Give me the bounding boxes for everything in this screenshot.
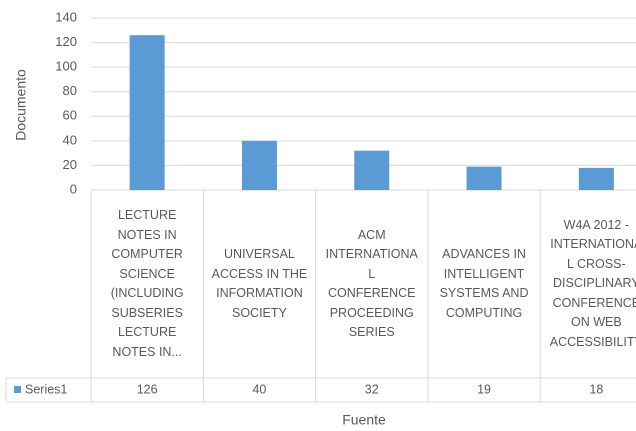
table-value: 126: [137, 382, 158, 396]
y-tick-label: 100: [55, 59, 77, 74]
y-axis-label: Documento: [13, 69, 29, 141]
x-tick-label: W4A 2012 - INTERNATIONAL CROSS-DISCIPLIN…: [549, 217, 636, 349]
x-axis-label: Fuente: [342, 412, 386, 428]
table-value: 32: [365, 382, 379, 396]
y-tick-label: 140: [55, 9, 77, 24]
y-tick-label: 120: [55, 34, 77, 49]
y-tick-label: 0: [70, 181, 77, 196]
bar: [129, 35, 165, 191]
x-tick-label: ADVANCES IN INTELLIGENT SYSTEMS AND COMP…: [439, 247, 529, 320]
x-tick-label: ACM INTERNATIONAL CONFERENCE PROCEEDING …: [325, 227, 418, 340]
table-value: 40: [252, 382, 266, 396]
table-value: 19: [477, 382, 491, 396]
legend-swatch: [14, 386, 21, 393]
x-tick-label: UNIVERSAL ACCESS IN THE INFORMATION SOCI…: [211, 247, 308, 320]
bar: [354, 150, 390, 190]
bar: [578, 167, 614, 190]
y-tick-label: 80: [63, 83, 77, 98]
legend-label: Series1: [25, 382, 67, 396]
bar: [466, 166, 502, 190]
x-tick-label: LECTURE NOTES IN COMPUTER SCIENCE (INCLU…: [110, 208, 184, 359]
table-value: 18: [589, 382, 603, 396]
y-tick-label: 40: [63, 132, 77, 147]
y-tick-label: 20: [63, 157, 77, 172]
y-tick-label: 60: [63, 108, 77, 123]
bar: [241, 140, 277, 190]
